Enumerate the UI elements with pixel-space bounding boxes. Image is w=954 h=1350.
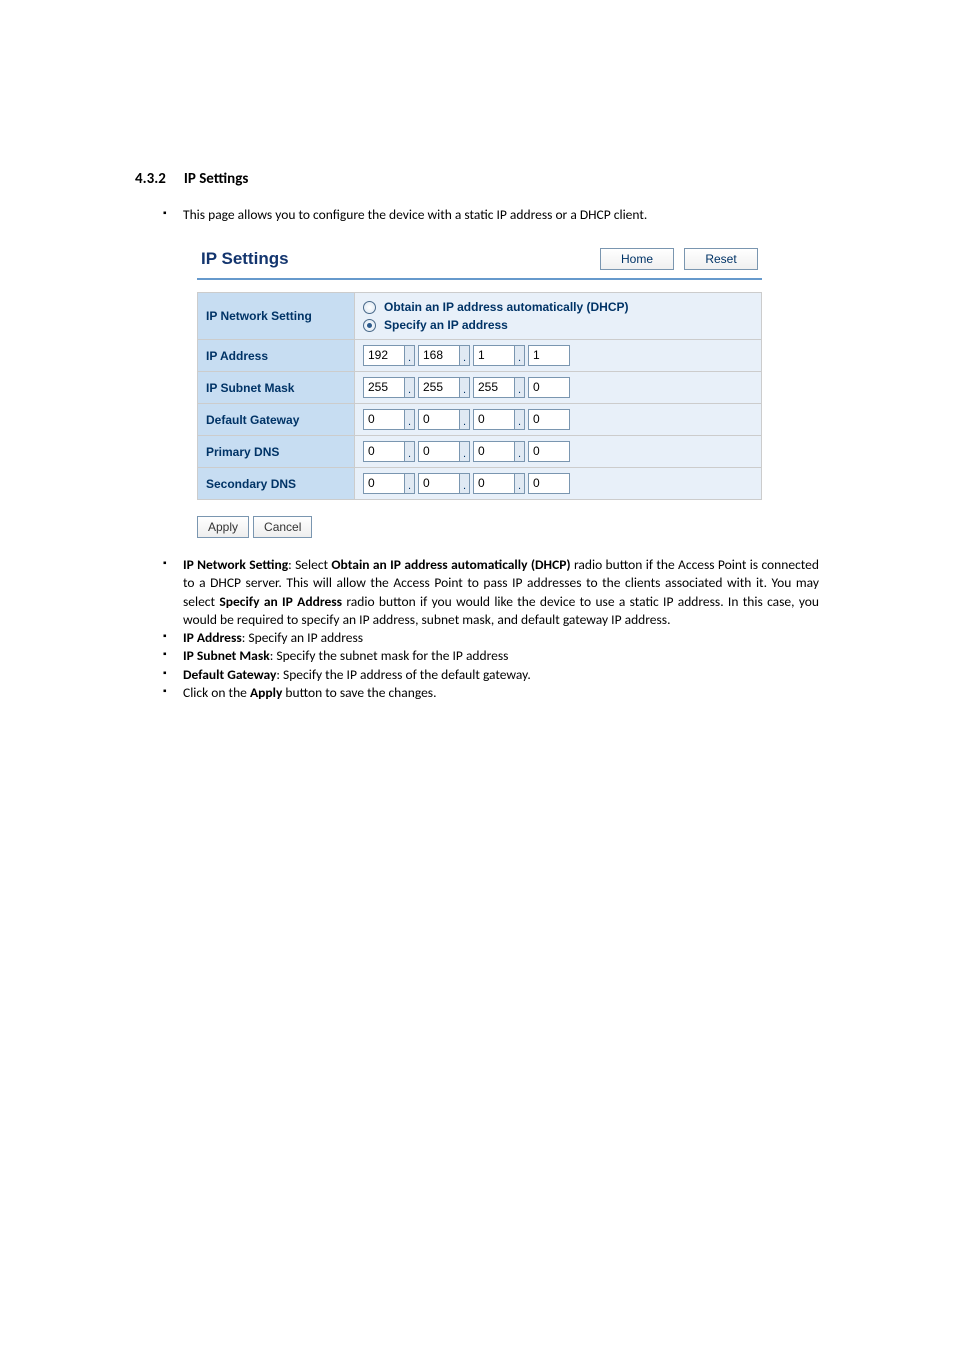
text: : Specify the subnet mask for the IP add… [270, 647, 509, 664]
label-subnet: IP Subnet Mask [198, 372, 355, 404]
text: : Specify an IP address [242, 629, 363, 646]
value-ip-address: 192. 168. 1. 1 [355, 340, 762, 372]
ip-octet-input[interactable]: 0 [528, 409, 570, 430]
intro-bullet: This page allows you to configure the de… [163, 206, 819, 224]
ip-octet-input[interactable]: 1 [528, 345, 570, 366]
octet-separator: . [405, 473, 415, 494]
table-row: IP Address 192. 168. 1. 1 [198, 340, 762, 372]
text: : Select [288, 556, 331, 573]
cancel-button[interactable]: Cancel [253, 516, 312, 538]
octet-separator: . [515, 409, 525, 430]
ip-octet-input[interactable]: 255 [418, 377, 460, 398]
table-row: Default Gateway 0. 0. 0. 0 [198, 404, 762, 436]
panel-header: IP Settings Home Reset [197, 242, 762, 280]
list-item: Click on the Apply button to save the ch… [163, 684, 819, 702]
ip-octet-input[interactable]: 0 [528, 377, 570, 398]
term-gateway: Default Gateway [183, 666, 276, 683]
ip-octet-input[interactable]: 1 [473, 345, 515, 366]
octet-separator: . [460, 409, 470, 430]
section-heading: 4.3.2 IP Settings [135, 170, 819, 188]
ip-octet-input[interactable]: 0 [363, 441, 405, 462]
list-item: IP Address: Specify an IP address [163, 629, 819, 647]
ip-octet-input[interactable]: 255 [473, 377, 515, 398]
intro-list: This page allows you to configure the de… [135, 206, 819, 224]
ip-octet-input[interactable]: 0 [473, 441, 515, 462]
ip-octet-input[interactable]: 0 [528, 441, 570, 462]
ip-octet-input[interactable]: 0 [473, 473, 515, 494]
label-network-setting: IP Network Setting [198, 293, 355, 340]
home-button[interactable]: Home [600, 248, 674, 270]
ip-octet-input[interactable]: 255 [363, 377, 405, 398]
value-secondary-dns: 0. 0. 0. 0 [355, 468, 762, 500]
value-gateway: 0. 0. 0. 0 [355, 404, 762, 436]
label-ip-address: IP Address [198, 340, 355, 372]
ip-octet-input[interactable]: 192 [363, 345, 405, 366]
ip-octet-input[interactable]: 0 [363, 409, 405, 430]
radio-specify-label: Specify an IP address [384, 318, 508, 332]
panel-title: IP Settings [201, 249, 289, 269]
header-buttons: Home Reset [600, 248, 758, 270]
label-gateway: Default Gateway [198, 404, 355, 436]
value-subnet: 255. 255. 255. 0 [355, 372, 762, 404]
radio-dhcp-row[interactable]: Obtain an IP address automatically (DHCP… [363, 298, 753, 316]
ip-settings-table: IP Network Setting Obtain an IP address … [197, 292, 762, 500]
ip-octet-input[interactable]: 0 [418, 409, 460, 430]
octet-separator: . [405, 441, 415, 462]
value-network-setting: Obtain an IP address automatically (DHCP… [355, 293, 762, 340]
ip-settings-panel: IP Settings Home Reset IP Network Settin… [197, 242, 819, 538]
ip-octet-input[interactable]: 0 [418, 441, 460, 462]
octet-separator: . [515, 473, 525, 494]
list-item: IP Network Setting: Select Obtain an IP … [163, 556, 819, 629]
table-row: IP Subnet Mask 255. 255. 255. 0 [198, 372, 762, 404]
section-number: 4.3.2 [135, 170, 166, 188]
ip-octet-input[interactable]: 0 [473, 409, 515, 430]
term-ip-network-setting: IP Network Setting [183, 556, 288, 573]
label-secondary-dns: Secondary DNS [198, 468, 355, 500]
term-apply: Apply [250, 684, 282, 701]
apply-button[interactable]: Apply [197, 516, 249, 538]
page-content: 4.3.2 IP Settings This page allows you to… [0, 0, 954, 762]
value-primary-dns: 0. 0. 0. 0 [355, 436, 762, 468]
table-row: Primary DNS 0. 0. 0. 0 [198, 436, 762, 468]
section-title: IP Settings [184, 170, 248, 188]
term-dhcp: Obtain an IP address automatically (DHCP… [331, 556, 570, 573]
octet-separator: . [515, 377, 525, 398]
description-list: IP Network Setting: Select Obtain an IP … [135, 556, 819, 702]
radio-specify-row[interactable]: Specify an IP address [363, 316, 753, 334]
table-row: IP Network Setting Obtain an IP address … [198, 293, 762, 340]
ip-octet-input[interactable]: 0 [363, 473, 405, 494]
ip-octet-input[interactable]: 0 [528, 473, 570, 494]
label-primary-dns: Primary DNS [198, 436, 355, 468]
octet-separator: . [405, 409, 415, 430]
action-buttons: Apply Cancel [197, 516, 762, 538]
octet-separator: . [460, 473, 470, 494]
list-item: IP Subnet Mask: Specify the subnet mask … [163, 647, 819, 665]
table-row: Secondary DNS 0. 0. 0. 0 [198, 468, 762, 500]
ip-octet-input[interactable]: 0 [418, 473, 460, 494]
radio-specify[interactable] [363, 319, 376, 332]
list-item: Default Gateway: Specify the IP address … [163, 666, 819, 684]
ip-octet-input[interactable]: 168 [418, 345, 460, 366]
octet-separator: . [405, 377, 415, 398]
radio-dhcp-label: Obtain an IP address automatically (DHCP… [384, 300, 629, 314]
octet-separator: . [515, 345, 525, 366]
radio-dhcp[interactable] [363, 301, 376, 314]
term-subnet: IP Subnet Mask [183, 647, 270, 664]
octet-separator: . [515, 441, 525, 462]
text: : Specify the IP address of the default … [276, 666, 530, 683]
text: Click on the [183, 684, 250, 701]
term-specify-ip: Specify an IP Address [219, 593, 342, 610]
octet-separator: . [460, 441, 470, 462]
octet-separator: . [405, 345, 415, 366]
octet-separator: . [460, 377, 470, 398]
term-ip-address: IP Address [183, 629, 242, 646]
reset-button[interactable]: Reset [684, 248, 758, 270]
octet-separator: . [460, 345, 470, 366]
text: button to save the changes. [282, 684, 436, 701]
